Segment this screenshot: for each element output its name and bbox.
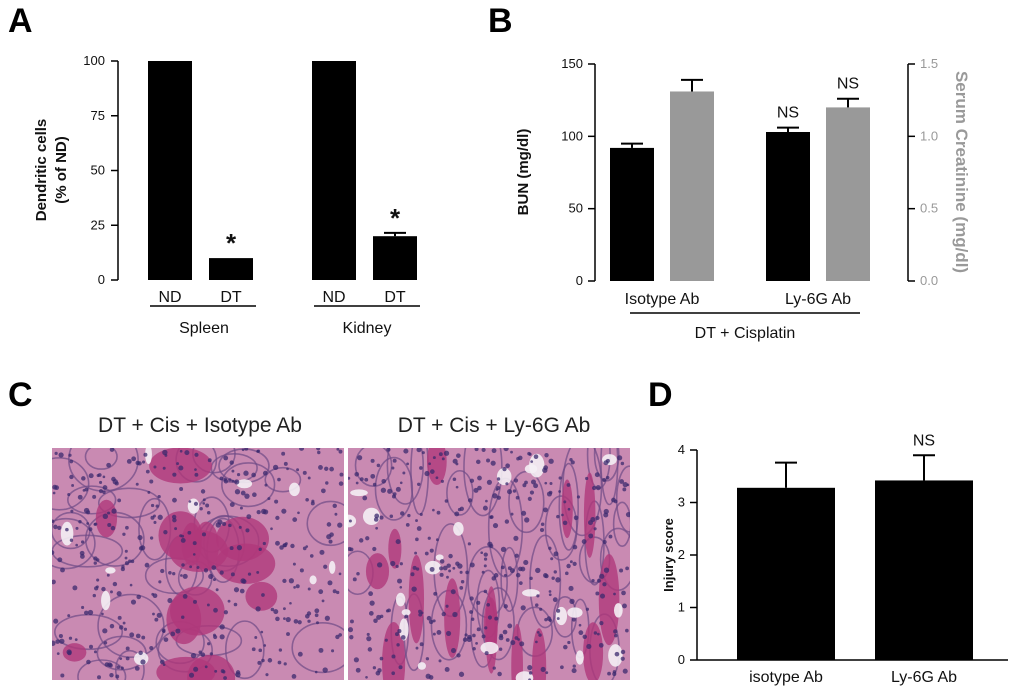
panel-d-ytick-label: 0: [678, 652, 685, 667]
panel-letter-b: B: [488, 2, 513, 40]
bar: [875, 480, 973, 660]
bar: [670, 91, 714, 281]
panel-c-caption-right: DT + Cis + Ly-6G Ab: [398, 414, 591, 437]
error-bar: [775, 461, 797, 488]
error-bar: [913, 454, 935, 481]
panel-d-category-ly6g: Ly-6G Ab: [891, 669, 957, 686]
panel-a-ytick-label: 50: [91, 163, 105, 178]
panel-b-ytick-label-left: 50: [569, 201, 583, 216]
panel-a-ytick-label: 0: [98, 272, 105, 287]
panel-b-category-isotype: Isotype Ab: [625, 291, 700, 308]
panel-a-xtick-label: DT: [384, 289, 406, 306]
panel-a-group-spleen: Spleen: [179, 320, 229, 337]
panel-a-xtick-label: ND: [322, 289, 345, 306]
panel-d-ylabel: Injury score: [661, 518, 676, 592]
histology-image-isotype: [52, 448, 344, 680]
ns-label: NS: [837, 76, 859, 93]
panel-b-chart: BUN (mg/dl) Serum Creatinine (mg/dl) 0 50…: [515, 56, 971, 342]
panel-c-images: DT + Cis + Isotype Ab DT + Cis + Ly-6G A…: [52, 414, 630, 680]
panel-b-ytick-label-right: 1.5: [920, 56, 938, 71]
panel-letter-d: D: [648, 376, 673, 414]
panel-b-ytick-label-left: 0: [576, 273, 583, 288]
panel-b-category-ly6g: Ly-6G Ab: [785, 291, 851, 308]
panel-d-chart: Injury score 0 1 2 3 4 NS isotype Ab Ly-6G A…: [661, 432, 1008, 686]
ns-label: NS: [913, 432, 935, 449]
significance-asterisk: *: [390, 203, 401, 233]
error-bar: [384, 231, 406, 237]
bar: [610, 147, 654, 281]
bar: [148, 61, 192, 280]
panel-c-caption-left: DT + Cis + Isotype Ab: [98, 414, 302, 437]
panel-b-ylabel-left: BUN (mg/dl): [515, 129, 532, 216]
bar: [737, 487, 835, 660]
histology-image-ly6g: [348, 448, 630, 680]
significance-asterisk: *: [226, 228, 237, 258]
panel-d-ytick-label: 1: [678, 600, 685, 615]
panel-b-ylabel-right: Serum Creatinine (mg/dl): [952, 71, 971, 273]
bar: [826, 107, 870, 282]
bar: [373, 236, 417, 280]
bar: [312, 61, 356, 280]
bar: [766, 131, 810, 281]
panel-b-ytick-label-left: 100: [561, 128, 583, 143]
panel-a-ylabel-line2: (% of ND): [53, 136, 70, 204]
panel-b-xlabel: DT + Cisplatin: [695, 325, 796, 342]
panel-letter-a: A: [8, 2, 33, 40]
panel-letter-c: C: [8, 376, 33, 414]
bar: [209, 258, 253, 280]
panel-b-ytick-label-right: 0.0: [920, 273, 938, 288]
panel-d-category-isotype: isotype Ab: [749, 669, 823, 686]
panel-d-ytick-label: 3: [678, 495, 685, 510]
panel-a-group-kidney: Kidney: [343, 320, 392, 337]
error-bar: [681, 78, 703, 92]
panel-d-ytick-label: 4: [678, 442, 685, 457]
panel-a-xtick-label: DT: [220, 289, 242, 306]
ns-label: NS: [777, 105, 799, 122]
error-bar: [621, 142, 643, 148]
panel-a-ytick-label: 100: [83, 53, 105, 68]
panel-a-ytick-label: 75: [91, 108, 105, 123]
panel-a-xtick-label: ND: [158, 289, 181, 306]
panel-b-ytick-label-right: 1.0: [920, 128, 938, 143]
panel-a-ylabel-line1: Dendritic cells: [33, 119, 50, 222]
panel-b-ytick-label-left: 150: [561, 56, 583, 71]
error-bar: [777, 126, 799, 132]
error-bar: [837, 97, 859, 108]
panel-b-ytick-label-right: 0.5: [920, 201, 938, 216]
panel-d-ytick-label: 2: [678, 547, 685, 562]
panel-a-ytick-label: 25: [91, 217, 105, 232]
